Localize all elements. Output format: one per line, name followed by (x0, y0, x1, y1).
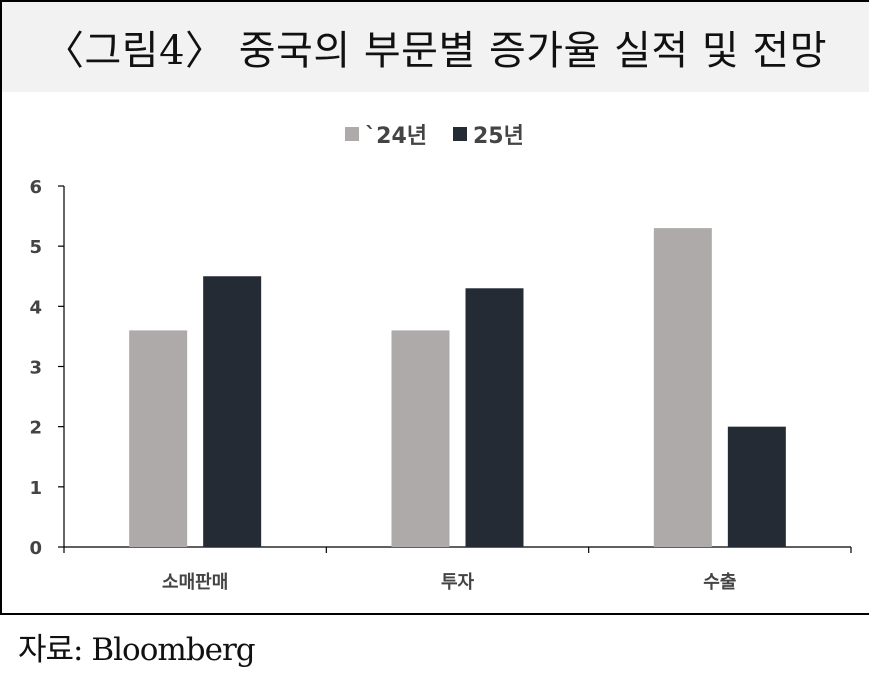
bar-2024 (391, 330, 450, 547)
y-tick-label: 0 (29, 538, 42, 559)
bar-2024 (653, 228, 712, 547)
y-tick-label: 1 (29, 478, 42, 499)
chart-title: 〈그림4〉 중국의 부문별 증가율 실적 및 전망 (43, 28, 828, 74)
x-tick-label: 소매판매 (162, 572, 228, 593)
bar-2025 (203, 276, 262, 547)
x-tick-label: 투자 (441, 572, 475, 593)
y-tick-label: 3 (29, 358, 42, 379)
source-note: 자료: Bloomberg (18, 632, 256, 668)
y-tick-label: 5 (29, 237, 42, 258)
legend-label-2025: 25년 (473, 124, 524, 149)
legend: `24년 25년 (0, 118, 869, 150)
y-tick-label: 6 (29, 177, 42, 198)
bar-chart: 0 1 2 3 4 5 6 소매판매 투자 수출 (29, 177, 852, 593)
legend-item-2025: 25년 (453, 118, 524, 150)
bar-2025 (727, 426, 786, 547)
legend-swatch-2025 (453, 127, 467, 141)
x-tick-label: 수출 (703, 572, 736, 593)
legend-label-2024: `24년 (365, 124, 427, 149)
chart-frame (0, 0, 869, 615)
bar-2024 (129, 330, 188, 547)
legend-swatch-2024 (345, 127, 360, 141)
title-bar: 〈그림4〉 중국의 부문별 증가율 실적 및 전망 (2, 2, 869, 92)
legend-item-2024: `24년 (345, 118, 427, 150)
bar-2025 (465, 288, 524, 547)
y-tick-label: 4 (29, 297, 42, 318)
y-tick-label: 2 (29, 418, 42, 439)
